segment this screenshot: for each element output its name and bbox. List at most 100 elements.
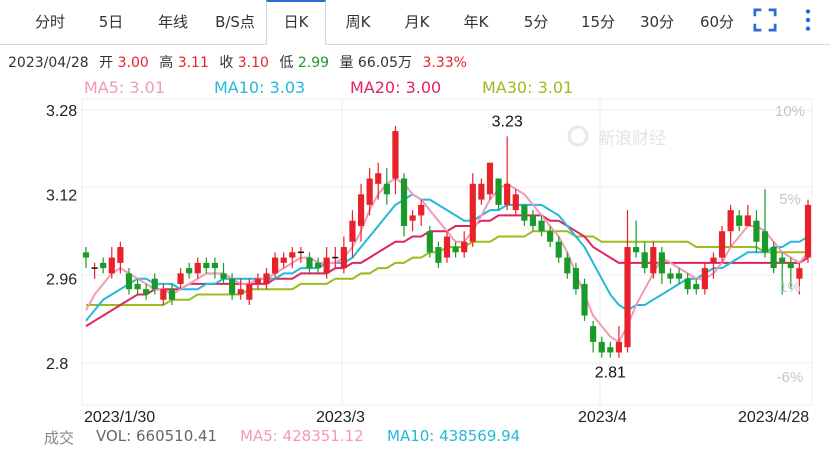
- candle: [254, 273, 261, 290]
- candle-body: [486, 162, 494, 195]
- candle: [581, 278, 588, 321]
- candle: [435, 241, 442, 269]
- vertical-dots-icon[interactable]: [796, 8, 820, 32]
- tab-yearly-k[interactable]: 年K: [463, 13, 489, 31]
- open-value: 3.00: [117, 55, 149, 71]
- candle: [521, 204, 528, 226]
- candle: [443, 231, 451, 263]
- candle: [538, 215, 545, 237]
- candle: [151, 273, 158, 295]
- tab-fenshi[interactable]: 分时: [34, 13, 65, 31]
- candle-body: [306, 257, 313, 269]
- candle: [383, 167, 390, 205]
- candle: [100, 257, 107, 274]
- quote-date: 2023/04/28: [8, 55, 89, 71]
- tab-30min[interactable]: 30分: [639, 13, 675, 31]
- candle-body: [607, 347, 614, 353]
- tab-year-line[interactable]: 年线: [157, 13, 188, 31]
- candle-body: [134, 283, 141, 290]
- candle: [357, 183, 365, 242]
- candle-body: [521, 204, 528, 221]
- fullscreen-icon[interactable]: [753, 8, 777, 32]
- volume-value: VOL: 660510.41: [96, 427, 218, 445]
- candle: [658, 247, 665, 284]
- tab-60min[interactable]: 60分: [699, 13, 735, 31]
- candle: [710, 252, 717, 279]
- candle-body: [435, 247, 442, 263]
- candle: [590, 320, 597, 353]
- candle-body: [409, 215, 416, 221]
- tab-bs-point[interactable]: B/S点: [215, 13, 255, 31]
- tab-monthly-k[interactable]: 月K: [404, 13, 430, 31]
- tab-5min[interactable]: 5分: [523, 13, 549, 31]
- candle: [452, 241, 459, 258]
- candle: [495, 178, 502, 211]
- candle: [753, 210, 760, 253]
- candle-body: [796, 268, 803, 279]
- candle-body: [426, 231, 433, 253]
- candle-body: [641, 252, 648, 269]
- y-tick-label: 2.96: [46, 272, 77, 289]
- candle-body: [512, 194, 519, 211]
- candle: [229, 273, 236, 300]
- candle-body: [658, 252, 665, 274]
- close-value: 3.10: [237, 55, 269, 71]
- tab-5day[interactable]: 5日: [98, 13, 124, 31]
- candle-body: [289, 252, 296, 258]
- quote-info-line: 2023/04/28 开 3.00 高 3.11 收 3.10 低 2.99 量…: [8, 52, 467, 72]
- candle-body: [418, 204, 425, 216]
- right-tick-label: 1%: [779, 279, 801, 296]
- candle-body: [452, 247, 459, 253]
- tab-15min[interactable]: 15分: [580, 13, 616, 31]
- y-tick-label: 3.12: [46, 187, 77, 204]
- candle-body: [443, 236, 451, 258]
- candle: [400, 173, 408, 237]
- candle: [615, 326, 622, 358]
- candle: [246, 278, 253, 306]
- low-value: 2.99: [297, 55, 330, 71]
- ma30-legend: MA30: 3.01: [482, 78, 574, 97]
- candle: [633, 220, 640, 258]
- ma5-legend: MA5: 3.01: [84, 78, 166, 97]
- candles: [82, 125, 812, 358]
- candle-body: [383, 183, 390, 195]
- candle-body: [736, 215, 743, 226]
- candle-body: [804, 204, 812, 258]
- volume-ma5: MA5: 428351.12: [240, 427, 364, 445]
- tab-weekly-k[interactable]: 周K: [345, 13, 371, 31]
- candle-body: [375, 173, 382, 184]
- candle: [168, 283, 176, 306]
- candle-body: [220, 273, 227, 279]
- candle: [572, 262, 580, 295]
- candle: [332, 247, 339, 269]
- watermark-eye-icon: [567, 125, 589, 147]
- candle-body: [117, 247, 124, 263]
- x-tick-label: 2023/4: [578, 409, 627, 426]
- candle-body: [168, 289, 176, 300]
- candle-body: [564, 257, 571, 274]
- candle: [555, 236, 562, 263]
- candle: [280, 252, 287, 269]
- candle: [512, 189, 519, 216]
- candle: [547, 225, 554, 248]
- close-label: 收: [219, 55, 234, 71]
- candle: [529, 210, 537, 232]
- candle-body: [529, 215, 537, 226]
- candle: [272, 252, 279, 279]
- candle: [736, 210, 743, 232]
- candle: [418, 199, 425, 226]
- tab-daily-k[interactable]: 日K: [266, 0, 326, 45]
- candle: [804, 199, 812, 263]
- candle-body: [194, 262, 201, 274]
- candle-body: [572, 268, 580, 290]
- candle: [796, 262, 803, 295]
- candle-body: [469, 183, 476, 242]
- x-tick-label: 2023/3: [316, 409, 365, 426]
- candle: [727, 204, 734, 248]
- candle: [108, 247, 115, 279]
- candle: [366, 167, 373, 216]
- candle-body: [160, 289, 167, 300]
- candle: [211, 257, 219, 279]
- candle-body: [272, 257, 279, 274]
- candle-body: [504, 183, 511, 205]
